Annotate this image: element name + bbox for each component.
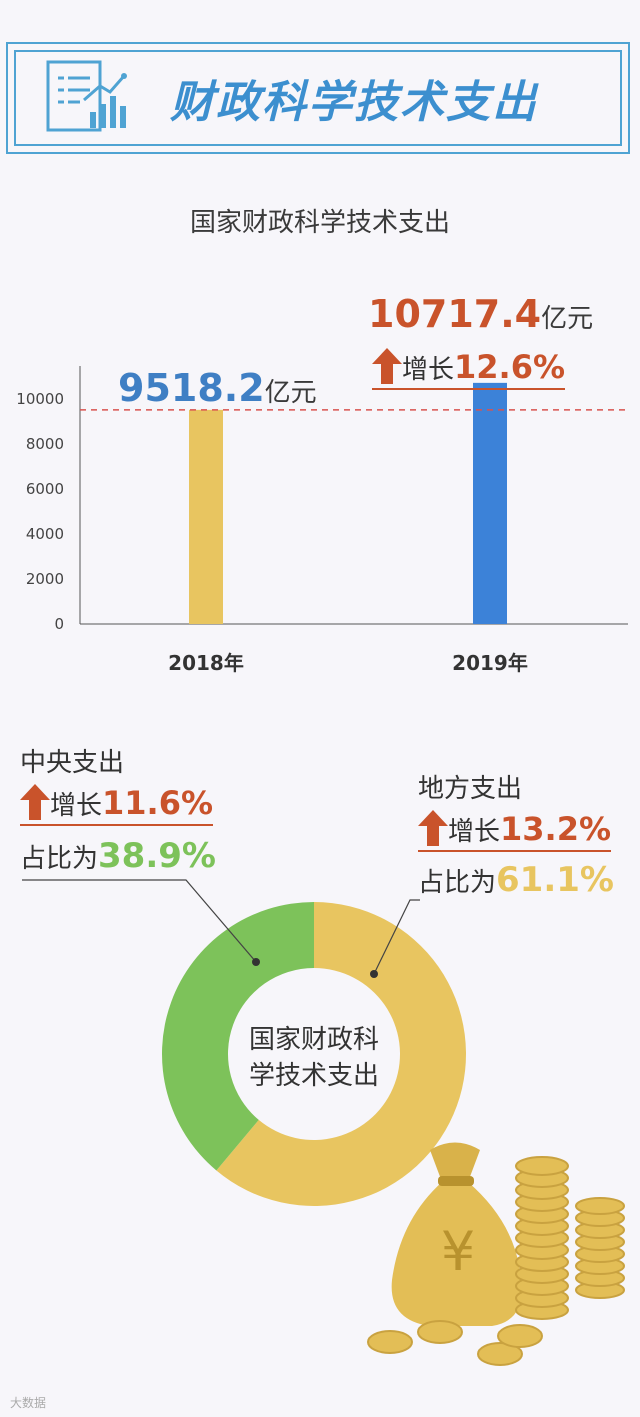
donut-chart <box>22 879 466 1206</box>
donut-center-line1: 国家财政科 <box>248 1025 379 1055</box>
central-label: 中央支出 <box>20 748 125 778</box>
local-leader-line-dot <box>370 970 378 978</box>
growth-value: 12.6% <box>454 348 566 386</box>
chart-title: 国家财政科学技术支出 <box>189 208 450 238</box>
local-share-label: 占比为 <box>418 868 497 898</box>
growth-2019: 增长12.6% <box>372 348 566 390</box>
svg-text:¥: ¥ <box>441 1220 475 1283</box>
watermark: 大数据 <box>10 1396 47 1410</box>
money-bag-coins-illustration: ¥ <box>367 1142 625 1366</box>
y-tick-label: 8000 <box>26 435 64 453</box>
local-share: 占比为61.1% <box>418 860 614 900</box>
value-2018: 9518.2 <box>118 366 265 410</box>
unit-2018: 亿元 <box>264 378 317 408</box>
banner-title: 财政科学技术支出 <box>170 77 538 128</box>
coin-stack-icon <box>367 1156 625 1366</box>
donut-center-label: 国家财政科 学技术支出 <box>214 1022 414 1094</box>
money-bag-icon: ¥ <box>391 1142 523 1326</box>
central-share: 占比为38.9% <box>20 836 216 876</box>
local-growth-label: 增长 <box>448 817 501 847</box>
central-growth: 增长11.6% <box>20 784 214 826</box>
bar-2019年 <box>473 382 507 624</box>
local-growth: 增长13.2% <box>418 810 612 852</box>
local-label: 地方支出 <box>418 774 523 804</box>
y-tick-label: 10000 <box>16 390 64 408</box>
bar-2018年 <box>189 409 223 624</box>
unit-2019: 亿元 <box>541 304 594 334</box>
report-chart-icon <box>44 56 130 140</box>
central-share-value: 38.9% <box>98 836 216 876</box>
y-tick-label: 4000 <box>26 525 64 543</box>
donut-slice-地方支出 <box>216 902 466 1206</box>
value-label-2018: 9518.2亿元 <box>118 366 317 410</box>
up-arrow-icon <box>20 784 50 820</box>
y-tick-label: 6000 <box>26 480 64 498</box>
central-leader-line <box>22 879 257 963</box>
growth-label: 增长 <box>402 355 455 385</box>
central-share-label: 占比为 <box>20 844 99 874</box>
up-arrow-icon <box>372 348 402 384</box>
local-leader-line <box>373 899 420 975</box>
local-share-value: 61.1% <box>496 860 614 900</box>
x-tick-label: 2019年 <box>452 651 528 675</box>
y-tick-label: 0 <box>54 615 64 633</box>
value-label-2019: 10717.4亿元 <box>368 292 593 336</box>
central-leader-line-dot <box>252 958 260 966</box>
donut-center-line2: 学技术支出 <box>248 1061 379 1091</box>
local-growth-value: 13.2% <box>500 810 612 848</box>
donut-slice-中央支出 <box>162 902 314 1171</box>
central-growth-value: 11.6% <box>102 784 214 822</box>
central-growth-label: 增长 <box>50 791 103 821</box>
up-arrow-icon <box>418 810 448 846</box>
value-2019: 10717.4 <box>368 292 542 336</box>
banner-frame <box>6 42 630 154</box>
y-tick-label: 2000 <box>26 570 64 588</box>
bar-chart: 0 2000 4000 6000 8000 10000 2018年 2019年 <box>16 366 628 675</box>
x-tick-label: 2018年 <box>168 651 244 675</box>
